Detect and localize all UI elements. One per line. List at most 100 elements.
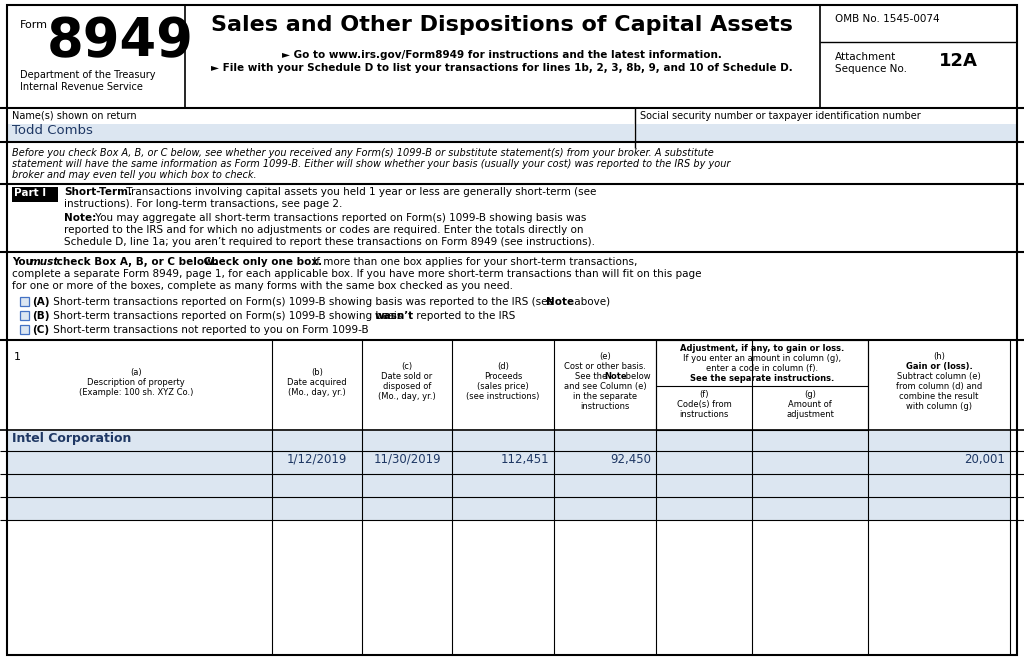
Text: Amount of: Amount of (788, 400, 831, 409)
Text: Check only one box.: Check only one box. (200, 257, 323, 267)
Text: instructions). For long-term transactions, see page 2.: instructions). For long-term transaction… (63, 199, 342, 209)
Text: Short-Term.: Short-Term. (63, 187, 132, 197)
Text: 1/12/2019: 1/12/2019 (287, 453, 347, 466)
Text: Before you check Box A, B, or C below, see whether you received any Form(s) 1099: Before you check Box A, B, or C below, s… (12, 148, 714, 158)
Text: Subtract column (e): Subtract column (e) (897, 372, 981, 381)
Text: (A): (A) (32, 297, 49, 307)
Text: below: below (623, 372, 650, 381)
Bar (636, 124, 1017, 142)
Text: statement will have the same information as Form 1099-B. Either will show whethe: statement will have the same information… (12, 159, 730, 169)
Text: Intel Corporation: Intel Corporation (12, 432, 131, 445)
Text: You may aggregate all short-term transactions reported on Form(s) 1099-B showing: You may aggregate all short-term transac… (92, 213, 587, 223)
Text: Attachment: Attachment (835, 52, 896, 62)
Bar (8, 475, 1010, 497)
Text: Short-term transactions reported on Form(s) 1099-B showing basis: Short-term transactions reported on Form… (50, 311, 406, 321)
Text: Proceeds: Proceeds (483, 372, 522, 381)
Bar (20, 311, 29, 320)
Text: (Mo., day, yr.): (Mo., day, yr.) (288, 388, 346, 397)
Text: (a): (a) (130, 368, 141, 377)
Text: (C): (C) (32, 325, 49, 335)
Text: ► Go to www.irs.gov/Form8949 for instructions and the latest information.: ► Go to www.irs.gov/Form8949 for instruc… (282, 50, 722, 60)
Bar (8, 452, 1010, 474)
Text: Department of the Treasury: Department of the Treasury (20, 70, 156, 80)
Text: (e): (e) (599, 352, 611, 361)
Text: 1: 1 (14, 352, 22, 362)
Text: (g): (g) (804, 390, 816, 399)
Text: Sequence No.: Sequence No. (835, 64, 907, 74)
Bar (20, 297, 29, 306)
Text: Internal Revenue Service: Internal Revenue Service (20, 82, 143, 92)
Text: Social security number or taxpayer identification number: Social security number or taxpayer ident… (640, 111, 921, 121)
Text: (Mo., day, yr.): (Mo., day, yr.) (378, 392, 436, 401)
Text: Transactions involving capital assets you held 1 year or less are generally shor: Transactions involving capital assets yo… (123, 187, 596, 197)
Text: and see Column (e): and see Column (e) (563, 382, 646, 391)
Text: Schedule D, line 1a; you aren’t required to report these transactions on Form 89: Schedule D, line 1a; you aren’t required… (63, 237, 595, 247)
Text: Date sold or: Date sold or (381, 372, 432, 381)
Text: Note: Note (546, 297, 574, 307)
Text: reported to the IRS and for which no adjustments or codes are required. Enter th: reported to the IRS and for which no adj… (63, 225, 584, 235)
Bar (8, 431, 1010, 451)
Text: Short-term transactions reported on Form(s) 1099-B showing basis was reported to: Short-term transactions reported on Form… (50, 297, 557, 307)
Bar (20, 325, 29, 334)
Text: Gain or (loss).: Gain or (loss). (905, 362, 973, 371)
Text: from column (d) and: from column (d) and (896, 382, 982, 391)
Text: (f): (f) (699, 390, 709, 399)
Text: complete a separate Form 8949, page 1, for each applicable box. If you have more: complete a separate Form 8949, page 1, f… (12, 269, 701, 279)
Bar (20, 325, 29, 334)
Bar (656, 340, 868, 430)
Text: adjustment: adjustment (786, 410, 834, 419)
Text: check Box A, B, or C below.: check Box A, B, or C below. (53, 257, 217, 267)
Text: (sales price): (sales price) (477, 382, 528, 391)
Text: 20,001: 20,001 (965, 453, 1005, 466)
Text: Adjustment, if any, to gain or loss.: Adjustment, if any, to gain or loss. (680, 344, 844, 353)
Text: Note:: Note: (63, 213, 96, 223)
Text: See the: See the (575, 372, 610, 381)
Text: If more than one box applies for your short-term transactions,: If more than one box applies for your sh… (310, 257, 637, 267)
Text: 12A: 12A (939, 52, 978, 70)
Text: instructions: instructions (581, 402, 630, 411)
Text: (d): (d) (497, 362, 509, 371)
Text: (B): (B) (32, 311, 49, 321)
Text: 112,451: 112,451 (501, 453, 549, 466)
Text: above): above) (571, 297, 610, 307)
Bar (12, 187, 58, 202)
Text: reported to the IRS: reported to the IRS (413, 311, 515, 321)
Text: 8949: 8949 (47, 15, 194, 67)
Bar (20, 297, 29, 306)
Text: (h): (h) (933, 352, 945, 361)
Text: If you enter an amount in column (g),: If you enter an amount in column (g), (683, 354, 841, 363)
Text: wasn’t: wasn’t (375, 311, 414, 321)
Text: in the separate: in the separate (573, 392, 637, 401)
Text: with column (g): with column (g) (906, 402, 972, 411)
Text: Form: Form (20, 20, 48, 30)
Text: Sales and Other Dispositions of Capital Assets: Sales and Other Dispositions of Capital … (211, 15, 793, 35)
Text: (see instructions): (see instructions) (466, 392, 540, 401)
Text: See the separate instructions.: See the separate instructions. (690, 374, 835, 383)
Text: Name(s) shown on return: Name(s) shown on return (12, 111, 136, 121)
Text: Code(s) from: Code(s) from (677, 400, 731, 409)
Text: Todd Combs: Todd Combs (12, 124, 93, 137)
Text: OMB No. 1545-0074: OMB No. 1545-0074 (835, 14, 940, 24)
Text: 11/30/2019: 11/30/2019 (373, 453, 440, 466)
Bar (8, 124, 634, 142)
Text: Description of property: Description of property (87, 378, 185, 387)
Text: disposed of: disposed of (383, 382, 431, 391)
Text: broker and may even tell you which box to check.: broker and may even tell you which box t… (12, 170, 257, 180)
Text: combine the result: combine the result (899, 392, 979, 401)
Text: Part I: Part I (14, 188, 46, 198)
Bar (8, 498, 1010, 520)
Text: ► File with your Schedule D to list your transactions for lines 1b, 2, 3, 8b, 9,: ► File with your Schedule D to list your… (211, 63, 793, 73)
Text: must: must (30, 257, 59, 267)
Text: enter a code in column (f).: enter a code in column (f). (706, 364, 818, 373)
Text: (b): (b) (311, 368, 323, 377)
Text: Date acquired: Date acquired (287, 378, 347, 387)
Text: (c): (c) (401, 362, 413, 371)
Text: Cost or other basis.: Cost or other basis. (564, 362, 646, 371)
Bar (20, 311, 29, 320)
Text: You: You (12, 257, 37, 267)
Text: for one or more of the boxes, complete as many forms with the same box checked a: for one or more of the boxes, complete a… (12, 281, 513, 291)
Text: (Example: 100 sh. XYZ Co.): (Example: 100 sh. XYZ Co.) (79, 388, 194, 397)
Text: 92,450: 92,450 (610, 453, 651, 466)
Text: instructions: instructions (679, 410, 729, 419)
Text: Note: Note (604, 372, 627, 381)
